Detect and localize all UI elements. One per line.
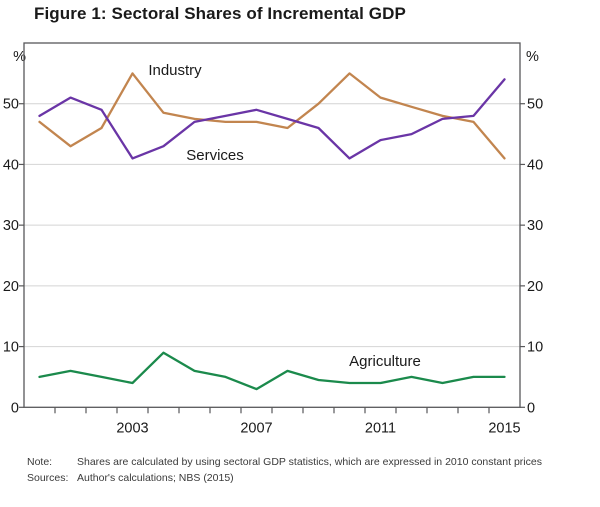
- note-label: Note:: [27, 456, 53, 468]
- series-label-industry: Industry: [148, 62, 202, 79]
- y-tick-label-right-50: 50: [527, 97, 543, 113]
- series-label-agriculture: Agriculture: [349, 353, 421, 370]
- y-tick-label-left-30: 30: [3, 218, 19, 234]
- y-tick-label-left-50: 50: [3, 97, 19, 113]
- x-tick-label-2003: 2003: [116, 420, 148, 436]
- y-tick-label-right-30: 30: [527, 218, 543, 234]
- figure-notes: Note: Shares are calculated by using sec…: [27, 454, 572, 486]
- series-line-services: [38, 78, 506, 160]
- y-tick-label-right-20: 20: [527, 279, 543, 295]
- sources-row: Sources: Author's calculations; NBS (201…: [27, 470, 572, 486]
- y-axis-unit-right: %: [526, 49, 539, 65]
- plot-border: [23, 42, 521, 408]
- y-tick-label-right-40: 40: [527, 157, 543, 173]
- y-tick-label-left-40: 40: [3, 157, 19, 173]
- note-text: Shares are calculated by using sectoral …: [77, 456, 542, 468]
- note-row: Note: Shares are calculated by using sec…: [27, 454, 572, 470]
- sources-label: Sources:: [27, 472, 69, 484]
- y-tick-label-left-10: 10: [3, 340, 19, 356]
- y-axis-unit-left: %: [13, 49, 26, 65]
- y-tick-label-left-0: 0: [11, 400, 19, 416]
- series-line-agriculture: [38, 351, 506, 391]
- sources-text: Author's calculations; NBS (2015): [77, 472, 234, 484]
- x-tick-label-2011: 2011: [365, 420, 396, 436]
- series-line-industry: [38, 72, 506, 160]
- series-label-services: Services: [186, 147, 244, 164]
- figure-title: Figure 1: Sectoral Shares of Incremental…: [34, 4, 406, 23]
- y-tick-label-right-10: 10: [527, 340, 543, 356]
- x-tick-label-2015: 2015: [488, 420, 520, 436]
- y-tick-label-right-0: 0: [527, 400, 535, 416]
- chart-svg: 0 0 10 10 20 20 30 30 40 40 50 50% % 2003 2007 2011 2015…: [3, 42, 543, 436]
- y-tick-label-left-20: 20: [3, 279, 19, 295]
- x-tick-label-2007: 2007: [240, 420, 272, 436]
